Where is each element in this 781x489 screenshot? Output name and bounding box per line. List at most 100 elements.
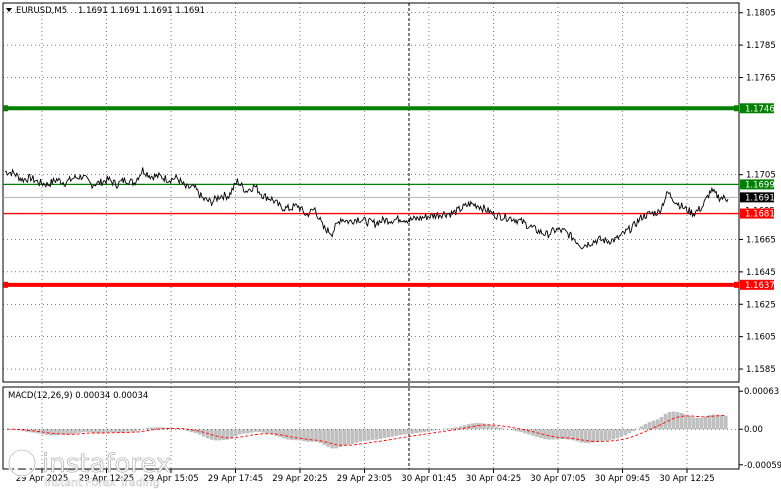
chart-header: EURUSD,M5 1.1691 1.1691 1.1691 1.1691	[6, 6, 205, 16]
price-tag-box	[740, 179, 774, 190]
macd-histogram	[9, 411, 728, 449]
macd-bar	[426, 429, 431, 432]
macd-bar	[193, 429, 198, 434]
macd-bar	[366, 429, 371, 441]
macd-bar	[723, 415, 728, 430]
macd-bar	[603, 429, 608, 441]
macd-bar	[478, 423, 483, 430]
macd-bar	[306, 429, 310, 442]
macd-bar	[358, 429, 363, 442]
macd-bar	[61, 429, 65, 435]
instaforex-watermark: instaforex Instant Forex Trading	[7, 448, 172, 489]
macd-bar	[639, 426, 644, 430]
macd-bar	[185, 429, 190, 432]
macd-bar	[695, 417, 700, 430]
macd-bar	[246, 429, 250, 434]
macd-axis: 0.00063 0.00 -0.00059	[3, 387, 781, 471]
time-tick-label: 30 Apr 12:25	[659, 474, 714, 484]
macd-bar	[715, 414, 720, 430]
macd-bar	[503, 428, 507, 430]
price-tag-label: 1.1681	[745, 210, 775, 220]
macd-bar	[310, 429, 314, 442]
price-tag-label: 1.1637	[745, 281, 775, 291]
chevron-down-icon[interactable]	[6, 8, 12, 12]
macd-bar	[322, 429, 326, 446]
macd-bar	[233, 429, 238, 437]
macd-bar	[225, 429, 230, 440]
price-tag-box	[740, 208, 774, 219]
macd-bar	[559, 429, 563, 440]
price-tick-label: 1.1705	[746, 171, 776, 181]
price-tick-label: 1.1585	[746, 365, 776, 375]
macd-bar	[125, 429, 130, 432]
macd-bar	[326, 429, 330, 447]
macd-bar	[551, 429, 555, 440]
price-tag-label: 1.1691	[745, 193, 775, 203]
macd-bar	[254, 429, 258, 432]
macd-bar	[663, 413, 668, 430]
macd-bar	[683, 414, 688, 430]
macd-bar	[539, 429, 543, 439]
macd-bar	[511, 429, 515, 431]
macd-bar	[57, 429, 61, 435]
macd-bar	[647, 422, 652, 430]
macd-bar	[675, 411, 680, 430]
macd-bar	[81, 429, 85, 433]
macd-bar	[117, 429, 122, 433]
macd-bar	[418, 429, 423, 433]
macd-bar	[679, 412, 684, 430]
macd-bar	[153, 427, 158, 430]
macd-title: MACD(12,26,9) 0.00034 0.00034	[8, 391, 148, 401]
macd-bar	[286, 429, 290, 440]
macd-bar	[362, 429, 367, 441]
level-anchor-right[interactable]	[734, 281, 739, 288]
macd-bar	[137, 429, 142, 431]
macd-bar	[302, 429, 306, 442]
macd-bar	[229, 429, 234, 439]
macd-bar	[487, 424, 491, 430]
macd-panel[interactable]	[2, 386, 740, 470]
price-tick-label: 1.1625	[746, 300, 776, 310]
price-axis: 1.1805 1.1785 1.1765 1.1705 1.1665 1.1645 1.16…	[739, 9, 776, 375]
macd-bar	[294, 429, 298, 441]
macd-bar	[619, 429, 624, 437]
macd-bar	[133, 429, 138, 432]
level-anchor-left[interactable]	[3, 105, 8, 112]
macd-bar	[543, 429, 547, 440]
macd-bar	[687, 415, 692, 430]
macd-bar	[109, 429, 114, 433]
macd-bar	[611, 429, 616, 440]
macd-bar	[237, 429, 242, 435]
macd-bar	[555, 429, 559, 440]
price-panel[interactable]	[2, 2, 740, 383]
macd-bar	[458, 426, 463, 430]
macd-bar	[583, 429, 588, 443]
macd-bar	[499, 427, 503, 430]
macd-bar	[342, 429, 347, 446]
time-tick-label: 30 Apr 04:25	[466, 474, 521, 484]
price-tick-label: 1.1785	[746, 41, 776, 51]
time-tick-label: 29 Apr 12:25	[79, 474, 134, 484]
macd-bar	[258, 429, 262, 433]
macd-bar	[382, 429, 387, 439]
macd-signal-line	[7, 415, 726, 446]
macd-bar	[262, 429, 266, 433]
macd-bar	[250, 429, 254, 433]
macd-bar	[274, 429, 278, 436]
macd-bar	[101, 429, 106, 433]
price-tag-label: 1.1746	[745, 104, 775, 114]
macd-bar	[398, 429, 403, 436]
macd-bar	[607, 429, 612, 441]
macd-bar	[454, 427, 459, 430]
macd-bar	[434, 429, 439, 430]
macd-bar	[217, 429, 222, 441]
level-anchor-right[interactable]	[734, 105, 739, 112]
watermark-brand: instaforex	[42, 449, 171, 479]
level-anchor-left[interactable]	[3, 281, 8, 288]
macd-bar	[691, 417, 696, 430]
time-tick-label: 29 Apr 2025	[16, 474, 69, 484]
macd-bar	[627, 429, 632, 434]
macd-bar	[350, 429, 355, 444]
